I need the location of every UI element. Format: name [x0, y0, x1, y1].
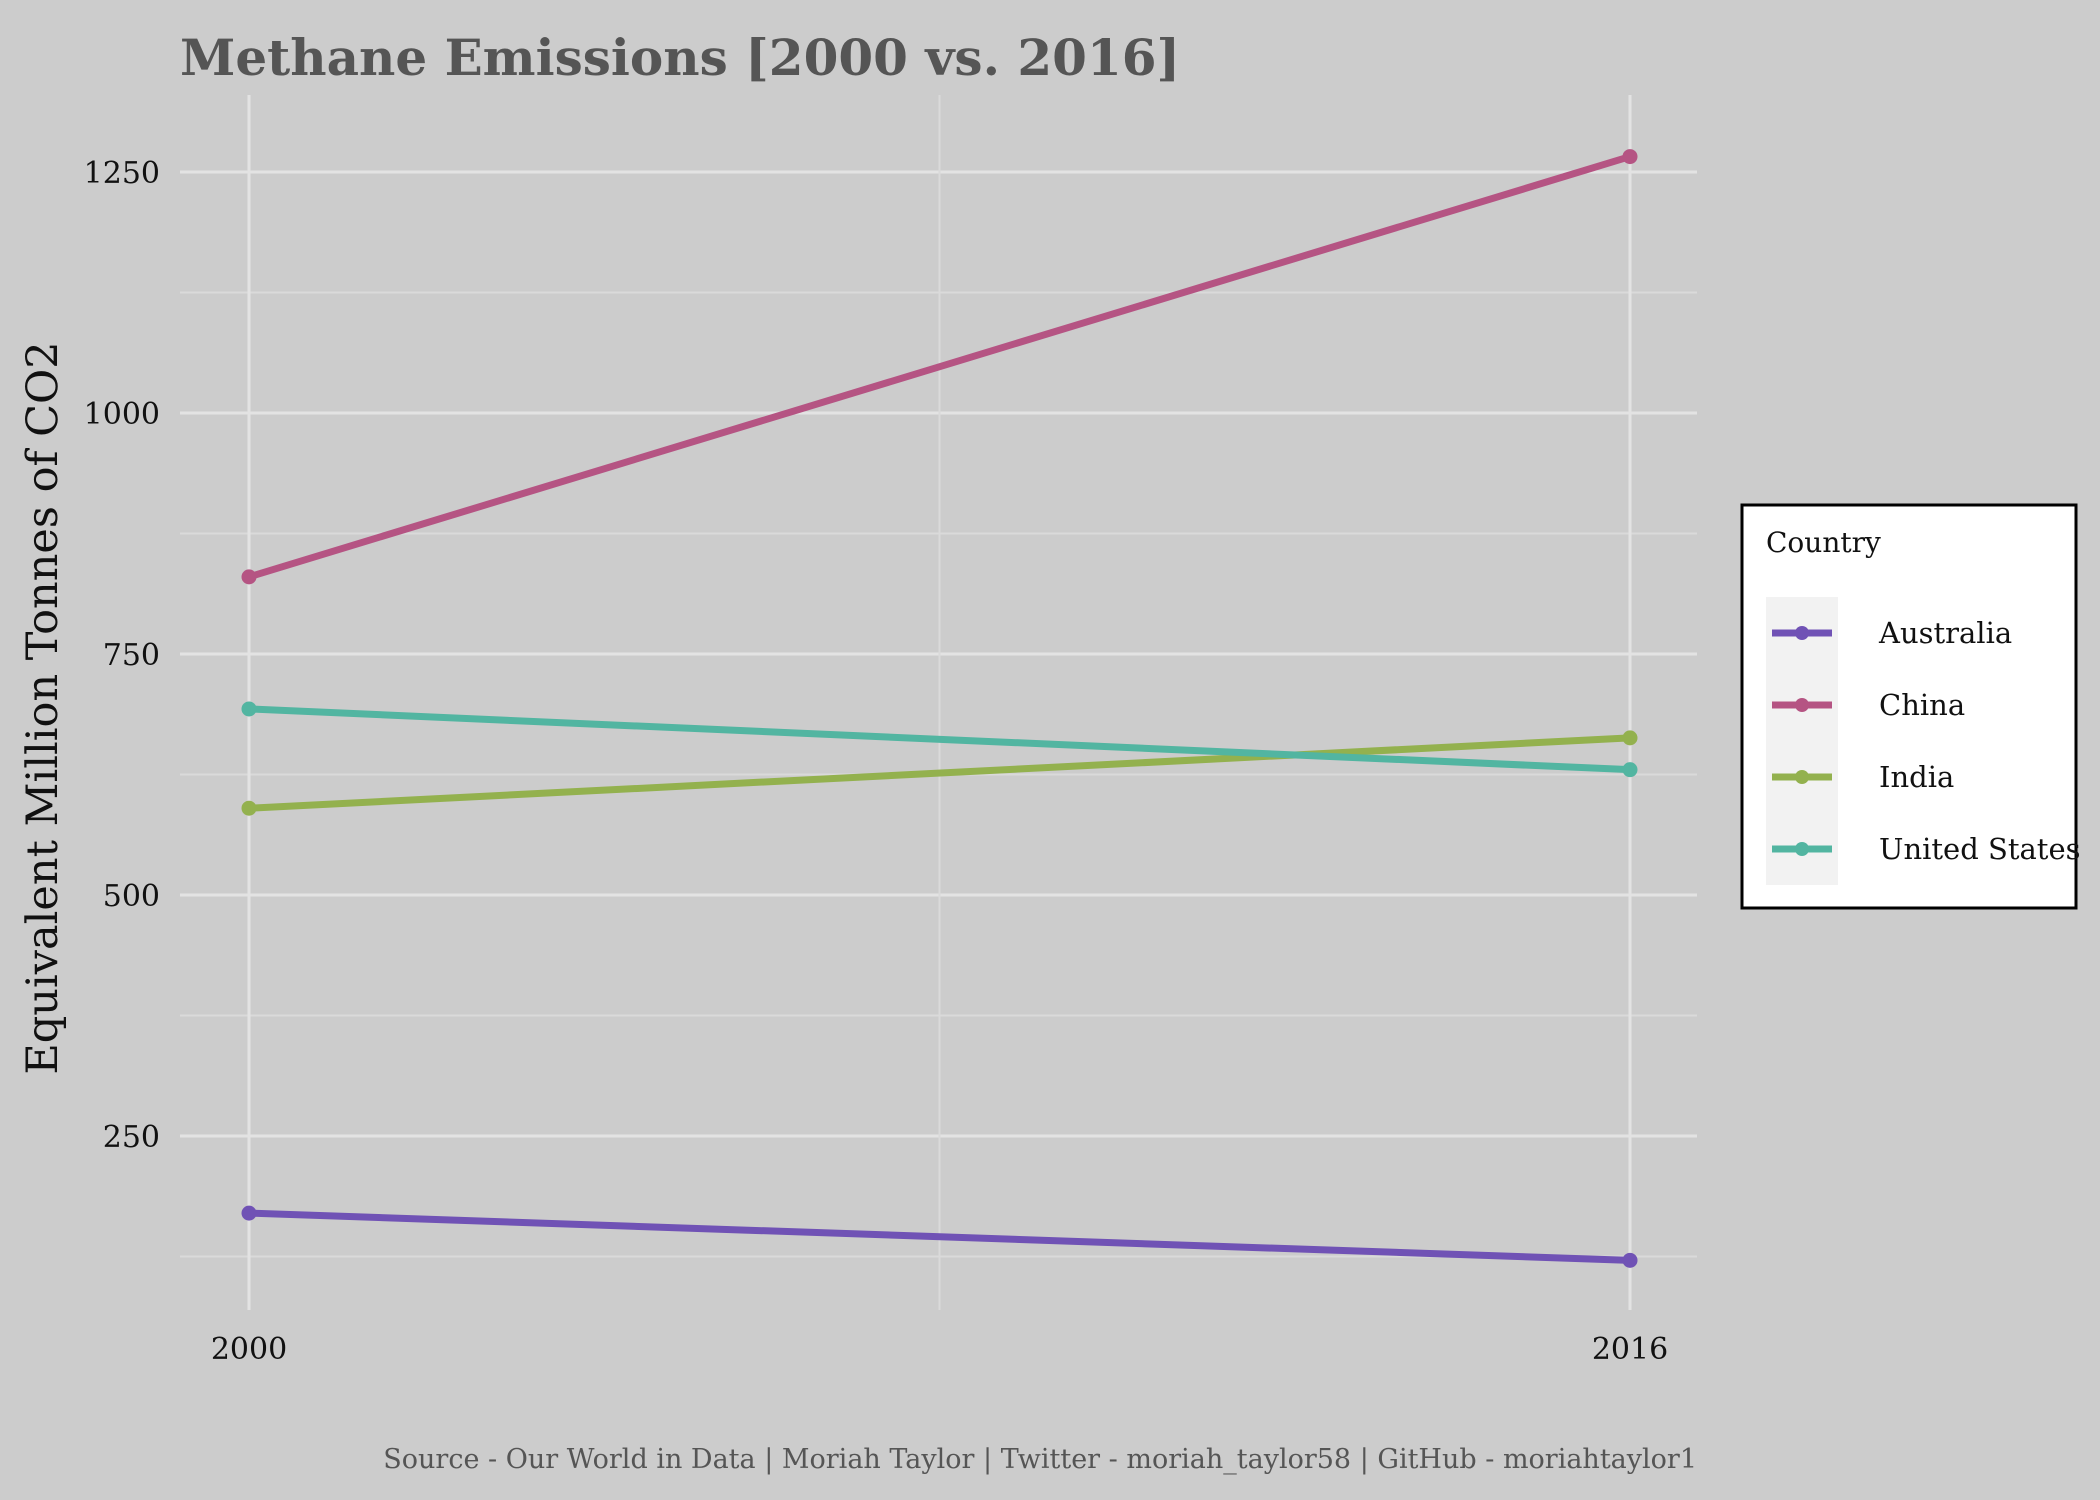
- data-point: [1622, 149, 1638, 165]
- legend-item-china: China: [1772, 688, 1965, 722]
- legend-title: Country: [1766, 526, 1881, 559]
- y-tick-label: 500: [103, 879, 160, 914]
- series-layer: [241, 149, 1638, 1268]
- legend-label: United States: [1879, 832, 2081, 866]
- series-line: [245, 1209, 1634, 1264]
- data-point: [1622, 762, 1638, 778]
- y-tick-label: 750: [103, 638, 160, 673]
- y-tick-label: 250: [103, 1120, 160, 1155]
- legend-items: Australia China India United States: [1772, 616, 2081, 866]
- y-tick-label: 1000: [84, 397, 160, 432]
- series-line: [245, 734, 1634, 812]
- legend-key-point: [1795, 626, 1809, 640]
- y-axis-label: Equivalent Million Tonnes of CO2: [18, 341, 68, 1074]
- chart-title: Methane Emissions [2000 vs. 2016]: [180, 28, 1180, 87]
- data-point: [241, 800, 257, 816]
- x-axis-ticks: 2000 2016: [211, 1332, 1668, 1367]
- data-point: [1622, 1252, 1638, 1268]
- series-australia: [241, 1205, 1638, 1268]
- legend: Country Australia China India United States: [1740, 503, 2081, 910]
- legend-label: India: [1879, 760, 1954, 794]
- series-india: [241, 730, 1638, 816]
- legend-item-australia: Australia: [1772, 616, 2012, 650]
- x-tick-label: 2016: [1592, 1332, 1668, 1367]
- legend-item-united-states: United States: [1772, 832, 2081, 866]
- legend-key-point: [1795, 842, 1809, 856]
- legend-key-point: [1795, 698, 1809, 712]
- legend-label: China: [1879, 688, 1965, 722]
- data-point: [241, 569, 257, 585]
- series-china: [241, 149, 1638, 585]
- y-tick-label: 1250: [84, 156, 160, 191]
- data-point: [241, 1205, 257, 1221]
- y-axis-ticks: 250 500 750 1000 1250: [84, 156, 160, 1155]
- series-line: [245, 153, 1634, 581]
- series-united-states: [241, 701, 1638, 778]
- legend-key-background: [1766, 597, 1838, 885]
- legend-key-point: [1795, 770, 1809, 784]
- data-point: [241, 701, 257, 717]
- data-point: [1622, 730, 1638, 746]
- caption: Source - Our World in Data | Moriah Tayl…: [383, 1444, 1697, 1475]
- x-tick-label: 2000: [211, 1332, 287, 1367]
- series-line: [245, 705, 1634, 774]
- legend-item-india: India: [1772, 760, 1954, 794]
- legend-label: Australia: [1878, 616, 2012, 650]
